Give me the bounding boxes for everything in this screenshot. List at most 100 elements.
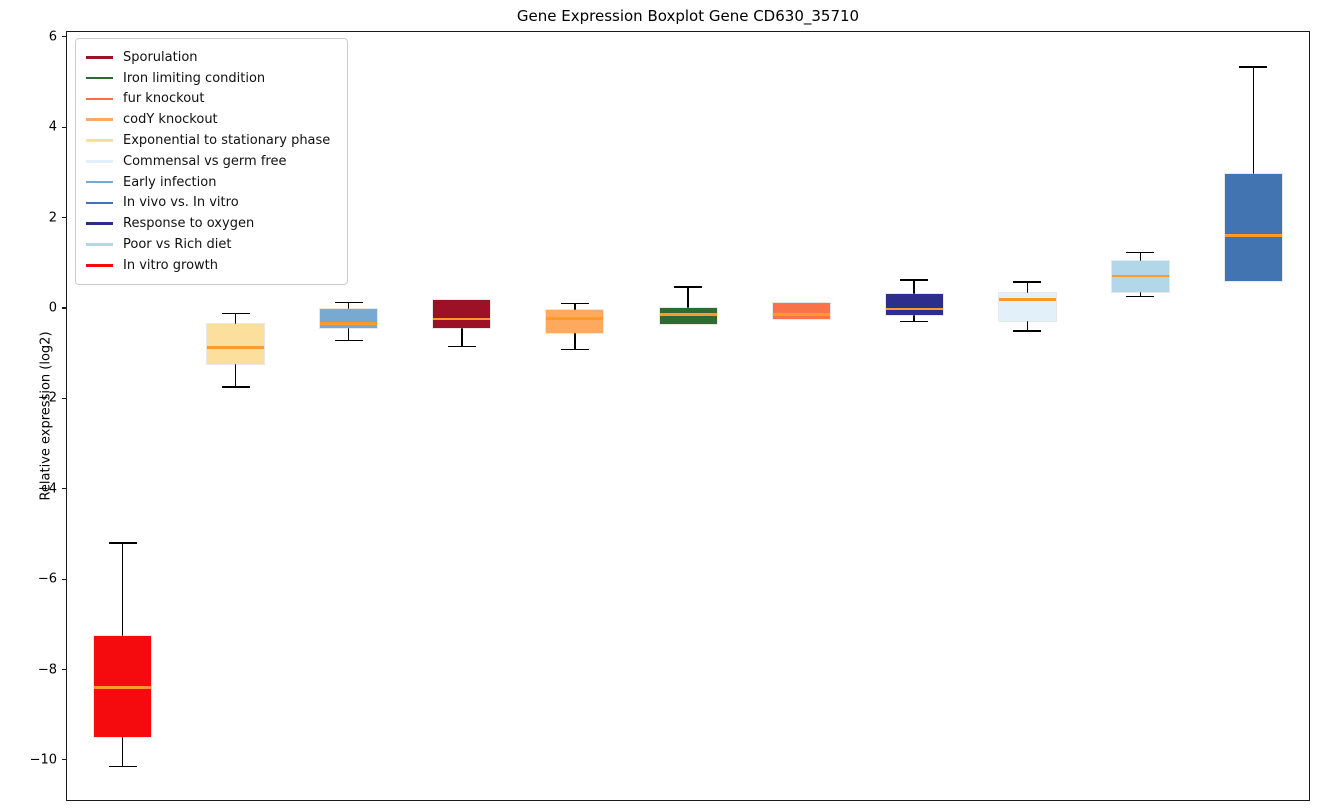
boxplot-box: [997, 292, 1057, 322]
legend-color-swatch: [86, 76, 113, 80]
upper-whisker-line: [1026, 281, 1029, 294]
legend-item: Poor vs Rich diet: [86, 234, 337, 255]
legend-color-swatch: [86, 222, 113, 226]
legend-color-swatch: [86, 118, 113, 122]
median-line: [1111, 274, 1169, 278]
upper-whisker-line: [1139, 252, 1142, 261]
legend-item: Sporulation: [86, 47, 337, 68]
legend-label: Poor vs Rich diet: [123, 237, 232, 253]
legend-label: Commensal vs germ free: [123, 153, 287, 169]
y-tick-mark: [62, 36, 66, 38]
lower-whisker-line: [1026, 320, 1029, 332]
upper-whisker-cap: [900, 279, 929, 281]
y-tick-label: −4: [37, 481, 57, 497]
y-tick-mark: [62, 578, 66, 580]
y-tick-label: 4: [48, 119, 57, 135]
lower-whisker-line: [121, 737, 124, 767]
median-line: [546, 317, 604, 320]
y-tick-mark: [62, 759, 66, 761]
y-tick-label: 6: [48, 29, 57, 45]
median-line: [320, 322, 378, 325]
legend-item: In vitro growth: [86, 255, 337, 276]
legend: Sporulation Iron limiting condition fur kn…: [75, 38, 348, 285]
upper-whisker-cap: [108, 542, 137, 544]
boxplot-box: [1223, 173, 1283, 282]
legend-color-swatch: [86, 201, 113, 205]
upper-whisker-line: [913, 279, 915, 294]
boxplot-box: [206, 323, 266, 366]
legend-label: Exponential to stationary phase: [123, 133, 331, 149]
upper-whisker-cap: [1239, 66, 1268, 68]
upper-whisker-line: [121, 542, 124, 636]
median-line: [1224, 233, 1282, 237]
legend-label: codY knockout: [123, 112, 218, 128]
legend-label: Sporulation: [123, 49, 198, 65]
legend-label: In vitro growth: [123, 257, 218, 273]
y-tick-label: −6: [37, 571, 57, 587]
legend-color-swatch: [86, 264, 113, 267]
legend-label: In vivo vs. In vitro: [123, 195, 239, 211]
legend-color-swatch: [86, 97, 113, 101]
lower-whisker-cap: [108, 765, 137, 768]
median-line: [94, 686, 152, 689]
median-line: [433, 317, 491, 321]
lower-whisker-cap: [560, 348, 589, 351]
legend-item: Iron limiting condition: [86, 68, 337, 89]
lower-whisker-line: [347, 328, 350, 341]
boxplot-box: [884, 292, 944, 317]
boxplot-box: [658, 306, 718, 326]
upper-whisker-cap: [560, 302, 589, 305]
upper-whisker-line: [234, 313, 237, 325]
lower-whisker-cap: [334, 339, 363, 342]
legend-label: Early infection: [123, 174, 217, 190]
lower-whisker-cap: [1126, 295, 1155, 298]
boxplot-box: [545, 308, 605, 335]
upper-whisker-cap: [1013, 281, 1042, 283]
median-line: [207, 346, 265, 349]
legend-item: Response to oxygen: [86, 213, 337, 234]
legend-item: In vivo vs. In vitro: [86, 193, 337, 214]
legend-item: Early infection: [86, 172, 337, 193]
median-line: [659, 313, 717, 316]
upper-whisker-line: [347, 302, 350, 310]
lower-whisker-line: [1139, 291, 1142, 297]
upper-whisker-line: [1252, 67, 1255, 175]
upper-whisker-cap: [674, 286, 702, 288]
legend-color-swatch: [86, 139, 113, 142]
y-axis-label: Relative expression (log2): [38, 331, 54, 501]
legend-color-swatch: [86, 243, 113, 246]
median-line: [772, 313, 830, 316]
y-tick-mark: [62, 126, 66, 128]
legend-color-swatch: [86, 56, 113, 59]
legend-label: Iron limiting condition: [123, 70, 266, 86]
median-line: [885, 307, 943, 311]
legend-color-swatch: [86, 180, 113, 184]
median-line: [998, 298, 1056, 301]
y-tick-mark: [62, 397, 66, 399]
chart-title: Gene Expression Boxplot Gene CD630_35710: [516, 7, 860, 25]
y-tick-label: −8: [37, 662, 57, 677]
y-tick-mark: [62, 668, 66, 671]
boxplot-box: [319, 308, 379, 330]
upper-whisker-cap: [221, 312, 250, 315]
upper-whisker-cap: [334, 301, 363, 304]
y-tick-mark: [62, 307, 66, 309]
lower-whisker-line: [913, 315, 915, 322]
y-tick-label: 0: [48, 300, 57, 316]
y-tick-mark: [62, 217, 66, 219]
upper-whisker-line: [574, 303, 576, 310]
legend-item: Exponential to stationary phase: [86, 130, 337, 151]
legend-item: codY knockout: [86, 109, 337, 130]
lower-whisker-cap: [221, 386, 250, 388]
lower-whisker-cap: [900, 320, 929, 323]
lower-whisker-cap: [447, 345, 476, 348]
boxplot-box: [771, 301, 831, 321]
legend-label: fur knockout: [123, 91, 205, 107]
y-tick-label: −2: [37, 390, 57, 406]
upper-whisker-cap: [1126, 251, 1155, 254]
y-tick-label: 2: [48, 210, 57, 226]
legend-item: Commensal vs germ free: [86, 151, 337, 172]
legend-label: Response to oxygen: [123, 216, 255, 232]
boxplot-box: [432, 299, 492, 329]
lower-whisker-cap: [1013, 330, 1042, 332]
